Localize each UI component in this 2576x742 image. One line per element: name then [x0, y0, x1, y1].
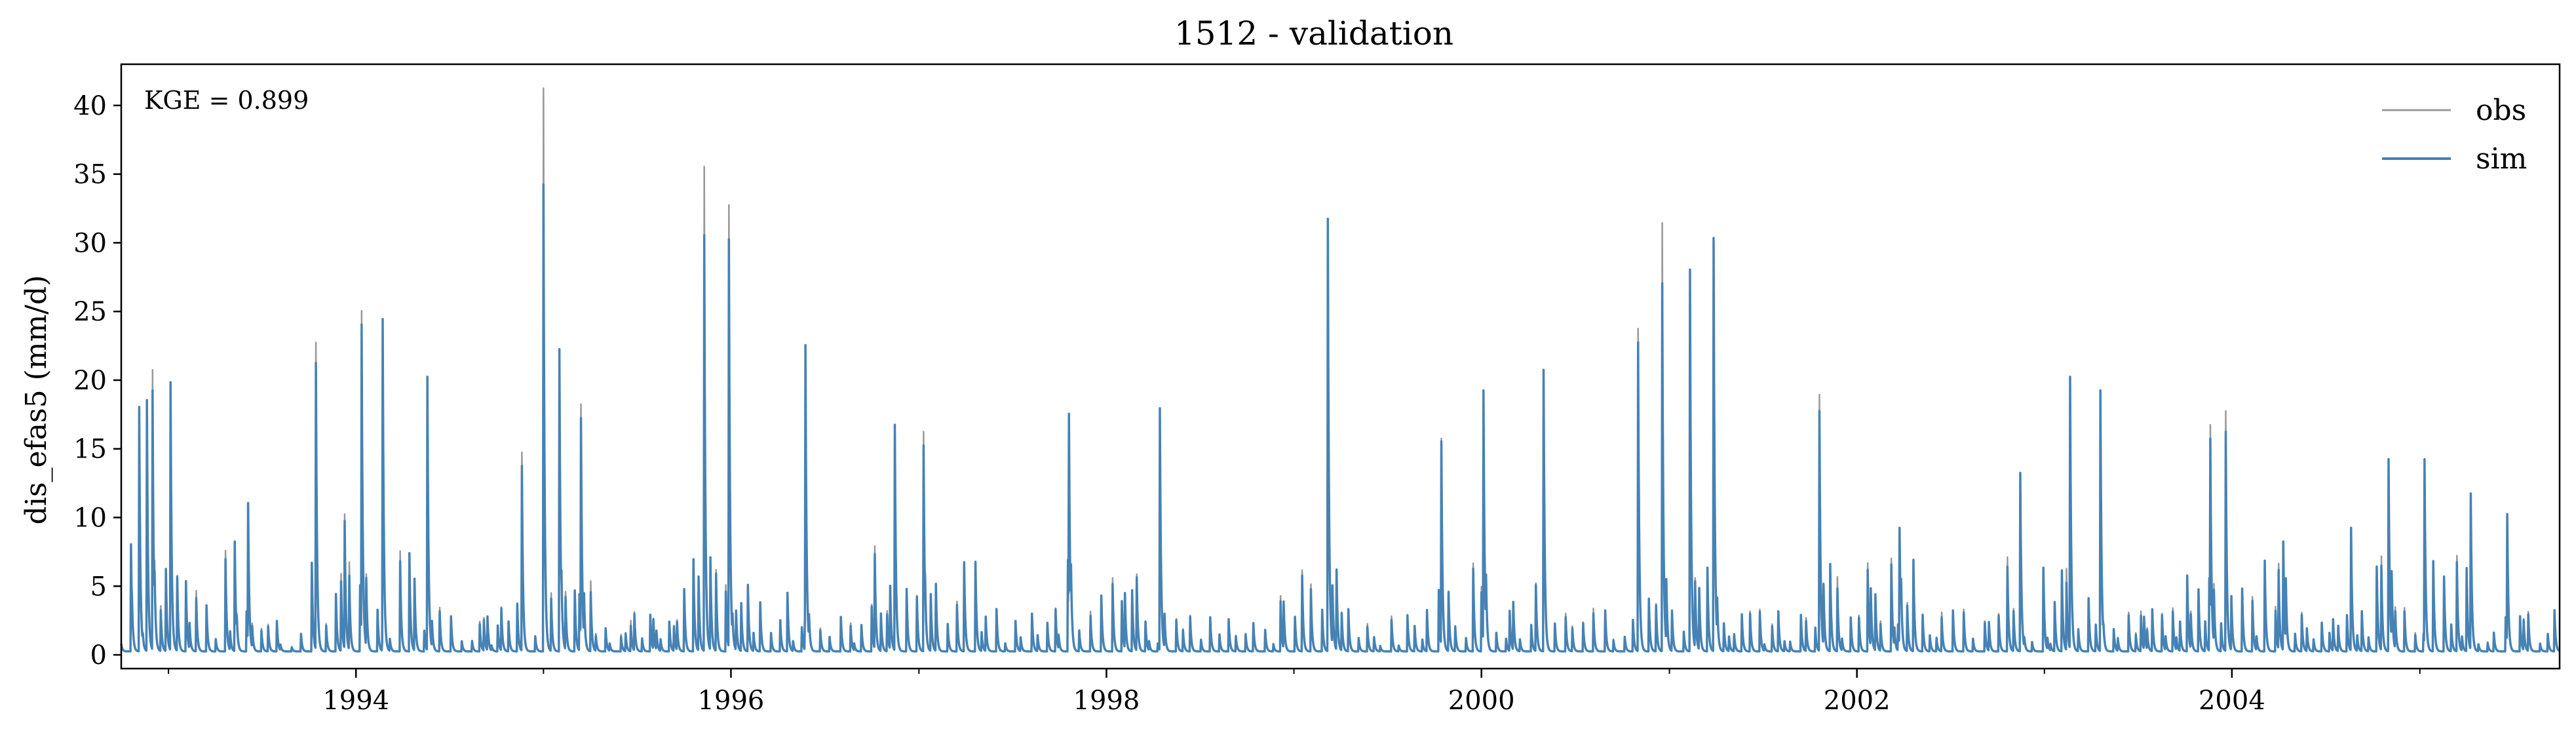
x-tick-label: 2004: [2199, 686, 2265, 716]
x-tick-label: 2000: [1448, 686, 1515, 716]
kge-annotation: KGE = 0.899: [144, 86, 309, 115]
x-tick-label: 1996: [698, 686, 765, 716]
y-tick-label: 25: [73, 297, 107, 327]
y-tick-label: 15: [73, 435, 107, 465]
y-tick-label: 35: [73, 160, 107, 190]
y-tick-label: 5: [90, 572, 107, 602]
y-tick-label: 40: [73, 91, 107, 121]
y-tick-label: 10: [73, 503, 107, 534]
x-tick-label: 1998: [1073, 686, 1140, 716]
y-tick-label: 0: [90, 640, 107, 671]
legend-label-obs: obs: [2476, 94, 2526, 127]
y-tick-label: 20: [73, 366, 107, 396]
legend-label-sim: sim: [2476, 142, 2527, 176]
x-tick-label: 2002: [1824, 686, 1891, 716]
y-axis-label: dis_efas5 (mm/d): [20, 275, 53, 525]
x-tick-label: 1994: [322, 686, 389, 716]
y-tick-label: 30: [73, 228, 107, 258]
chart-title: 1512 - validation: [1174, 14, 1453, 52]
